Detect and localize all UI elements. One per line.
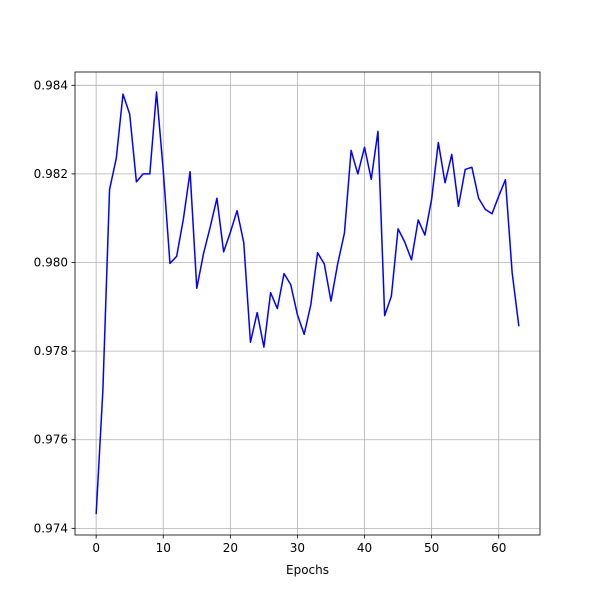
y-tick-label: 0.982 (34, 167, 68, 181)
y-axis-ticks: 0.974 0.976 0.978 0.980 0.982 0.984 (34, 78, 75, 535)
y-tick-label: 0.976 (34, 433, 68, 447)
x-tick-label: 30 (290, 541, 305, 555)
x-tick-label: 60 (491, 541, 506, 555)
y-tick-label: 0.974 (34, 521, 68, 535)
x-tick-label: 40 (357, 541, 372, 555)
x-tick-label: 10 (156, 541, 171, 555)
series-line (95, 91, 520, 515)
plot-frame (74, 71, 541, 536)
grid-lines (75, 72, 540, 535)
y-tick-label: 0.978 (34, 344, 68, 358)
y-tick-label: 0.984 (34, 78, 68, 92)
y-tick-label: 0.980 (34, 256, 68, 270)
x-tick-label: 50 (424, 541, 439, 555)
x-axis-label: Epochs (286, 563, 329, 577)
x-tick-label: 20 (223, 541, 238, 555)
x-tick-label: 0 (92, 541, 100, 555)
x-axis-ticks: 0 10 20 30 40 50 60 (92, 535, 506, 555)
